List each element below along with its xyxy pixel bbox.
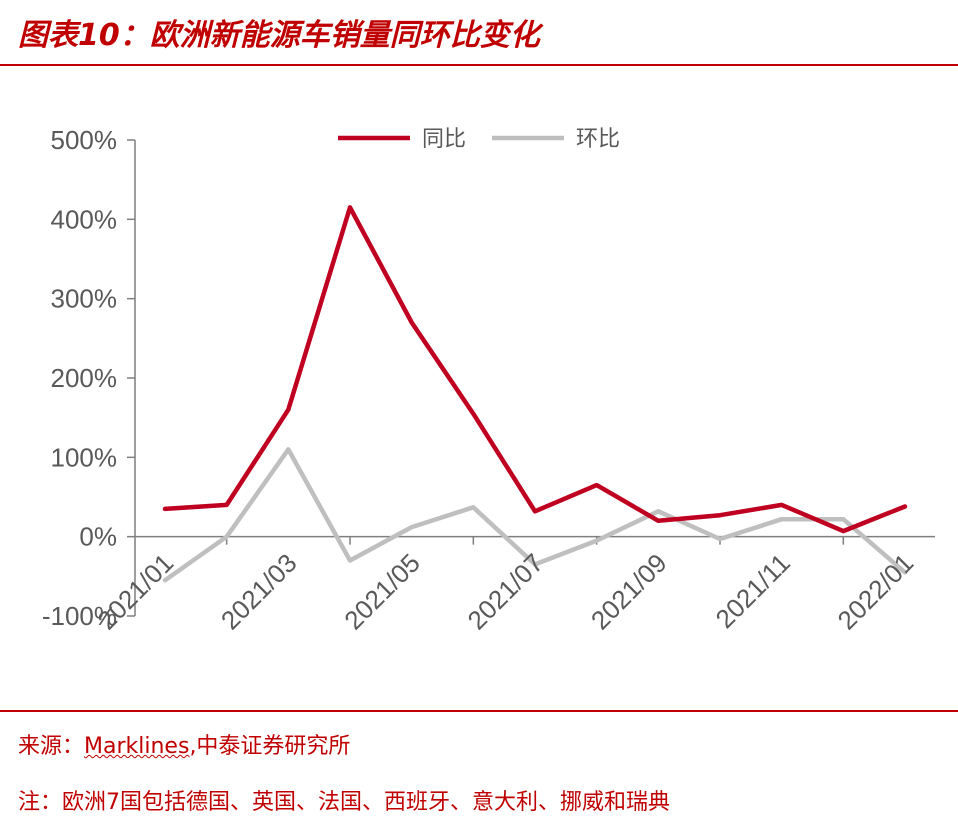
source-link[interactable]: Marklines — [84, 734, 190, 759]
y-tick-label: 100% — [51, 442, 118, 472]
series-line-yoy — [162, 205, 908, 534]
y-tick-label: 400% — [51, 204, 118, 234]
x-tick-label: 2021/03 — [215, 548, 303, 636]
y-tick-label: 200% — [51, 363, 118, 393]
x-tick-label: 2021/07 — [462, 548, 550, 636]
source-prefix: 来源： — [18, 734, 85, 759]
title-divider — [0, 64, 958, 66]
page-title: 图表10：欧洲新能源车销量同环比变化 — [18, 18, 540, 53]
y-tick-label: 0% — [79, 522, 117, 552]
source-suffix: ,中泰证券研究所 — [189, 734, 351, 759]
chart-tick-labels: 500%400%300%200%100%0%-100%2021/01 2021/0… — [42, 125, 919, 635]
x-tick-label: 2021/09 — [585, 548, 673, 636]
chart-series — [162, 205, 908, 583]
legend-item-yoy-label: 同比 — [422, 127, 466, 152]
x-tick-label: 2022/01 — [832, 548, 920, 636]
y-tick-label: 500% — [51, 125, 118, 155]
chart-axes — [127, 139, 935, 617]
x-tick-label: 2021/11 — [710, 548, 796, 634]
line-chart: 同比 环比 500%400%300%200%100%0%-100%2021/01 2… — [42, 125, 935, 635]
y-tick-label: 300% — [51, 284, 118, 314]
footnote: 注：欧洲7国包括德国、英国、法国、西班牙、意大利、挪威和瑞典 — [18, 790, 670, 815]
legend-item-mom-label: 环比 — [576, 127, 620, 152]
footer-divider — [0, 710, 958, 712]
y-tick-label: -100% — [42, 601, 117, 631]
source-line: 来源：Marklines,中泰证券研究所 — [18, 728, 350, 760]
chart-legend: 同比 环比 — [338, 127, 620, 152]
